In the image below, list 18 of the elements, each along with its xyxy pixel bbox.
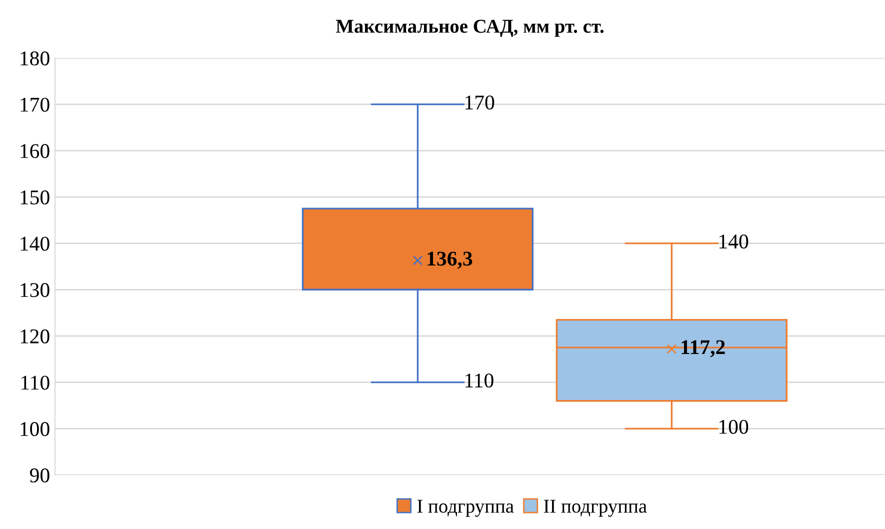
y-tick-label: 100 [20, 422, 50, 436]
y-tick-label: 170 [20, 98, 50, 112]
annotation: 100 [720, 420, 748, 434]
chart-title: Максимальное САД, мм рт. ст. [336, 20, 604, 37]
legend-label: I подгруппа [417, 500, 514, 517]
annotation: 170 [466, 95, 494, 110]
y-tick-label: 130 [20, 283, 50, 298]
y-tick-label: 160 [20, 144, 50, 158]
y-tick-label: 180 [20, 51, 50, 66]
annotation: 136,3 [428, 252, 472, 269]
annotation: 110 [466, 373, 494, 388]
legend-label: II подгруппа [544, 500, 647, 517]
y-tick-label: 150 [20, 190, 50, 204]
annotation: 140 [720, 234, 748, 249]
y-tick-label: 90 [30, 468, 50, 482]
y-tick-label: 140 [20, 236, 50, 251]
y-tick-label: 120 [20, 329, 50, 344]
y-tick-label: 110 [22, 376, 50, 390]
